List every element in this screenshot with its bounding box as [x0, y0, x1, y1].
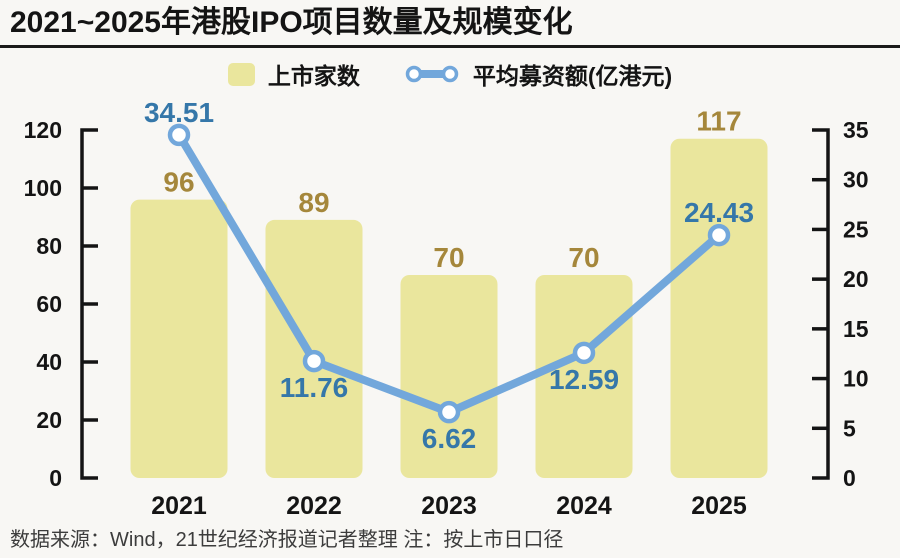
line-marker-2023	[437, 400, 461, 424]
right-axis-label: 5	[843, 415, 856, 441]
right-axis-label: 30	[843, 167, 869, 193]
page-title: 2021~2025年港股IPO项目数量及规模变化	[10, 6, 573, 39]
x-label-2024: 2024	[556, 492, 612, 520]
legend-label-listings: 上市家数	[267, 63, 360, 89]
left-axis-label: 20	[36, 407, 62, 433]
line-marker-2021	[167, 123, 191, 147]
x-label-2021: 2021	[151, 492, 207, 520]
line-marker-2024	[572, 341, 596, 365]
bar-value-2022: 89	[298, 187, 329, 218]
bar-2024	[535, 275, 633, 478]
right-axis-label: 25	[843, 216, 869, 242]
bar-value-2024: 70	[568, 242, 599, 273]
bar-swatch-icon	[227, 62, 255, 86]
right-axis-label: 0	[843, 465, 856, 491]
line-swatch-icon	[405, 65, 459, 83]
line-value-2024: 12.59	[549, 364, 619, 395]
right-axis	[812, 128, 830, 480]
source-note: 数据来源：Wind，21世纪经济报道记者整理 注：按上市日口径	[10, 529, 564, 551]
legend: 上市家数 平均募资额(亿港元)	[0, 58, 900, 90]
left-axis-label: 40	[36, 349, 62, 375]
left-axis-label: 120	[24, 117, 62, 143]
x-label-2025: 2025	[691, 492, 747, 520]
line-value-2025: 24.43	[684, 197, 754, 228]
right-axis-label: 20	[843, 266, 869, 292]
bar-2021	[130, 199, 228, 478]
bar-value-2023: 70	[433, 242, 464, 273]
line-marker-2022	[302, 349, 326, 373]
x-label-2023: 2023	[421, 492, 477, 520]
bar-2023	[400, 275, 498, 478]
left-axis-label: 0	[49, 465, 62, 491]
line-value-2021: 34.51	[144, 97, 214, 128]
line-value-2022: 11.76	[280, 372, 349, 403]
x-label-2022: 2022	[286, 492, 342, 520]
bar-2022	[265, 219, 363, 478]
legend-item-listings: 上市家数	[227, 57, 360, 91]
line-marker-2025	[707, 223, 731, 247]
left-axis-label: 60	[36, 291, 62, 317]
right-axis-label: 10	[843, 366, 869, 392]
header: 2021~2025年港股IPO项目数量及规模变化	[0, 0, 900, 48]
right-axis-label: 35	[843, 117, 869, 143]
left-axis-label: 100	[24, 175, 62, 201]
bar-value-2021: 96	[163, 167, 194, 198]
right-axis-label: 15	[843, 316, 869, 342]
left-axis-label: 80	[36, 233, 62, 259]
legend-item-avg-raise: 平均募资额(亿港元)	[404, 57, 672, 91]
legend-label-avg-raise: 平均募资额(亿港元)	[472, 63, 673, 89]
bar-2025	[670, 138, 768, 478]
line-value-2023: 6.62	[422, 423, 477, 454]
bar-value-2025: 117	[696, 106, 741, 137]
